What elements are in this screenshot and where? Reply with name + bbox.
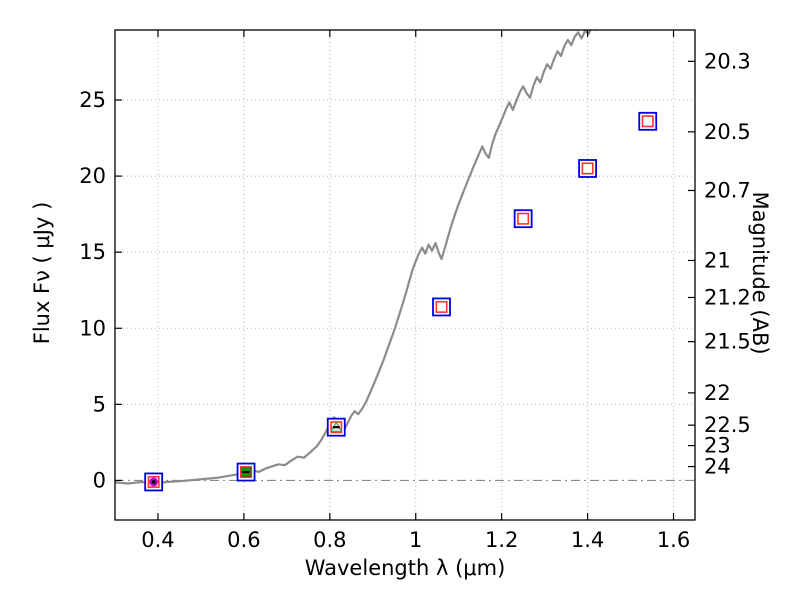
photometry-marker (432, 297, 451, 317)
svg-text:1.2: 1.2 (485, 528, 518, 552)
svg-text:21.2: 21.2 (704, 285, 751, 309)
svg-text:21.5: 21.5 (704, 330, 751, 354)
model-spectrum-line (115, 30, 598, 485)
svg-text:1.4: 1.4 (571, 528, 604, 552)
svg-text:15: 15 (79, 240, 106, 264)
svg-text:22.5: 22.5 (704, 413, 751, 437)
y-axis-label-left: Flux Fν ( μJy ) (30, 201, 54, 345)
photometry-marker (326, 417, 346, 437)
svg-text:20.3: 20.3 (704, 49, 751, 73)
svg-text:20.5: 20.5 (704, 120, 751, 144)
svg-text:21: 21 (704, 248, 731, 272)
svg-text:20: 20 (79, 164, 106, 188)
svg-text:20.7: 20.7 (704, 178, 751, 202)
svg-text:22: 22 (704, 381, 731, 405)
y-axis-label-right: Magnitude (AB) (748, 191, 772, 355)
svg-text:5: 5 (93, 392, 106, 416)
svg-text:0: 0 (93, 468, 106, 492)
svg-text:0.6: 0.6 (227, 528, 260, 552)
svg-text:25: 25 (79, 88, 106, 112)
svg-text:1: 1 (409, 528, 422, 552)
photometry-marker (144, 472, 164, 492)
svg-text:10: 10 (79, 316, 106, 340)
svg-text:23: 23 (704, 434, 731, 458)
x-axis-label: Wavelength λ (μm) (304, 556, 506, 580)
svg-text:24: 24 (704, 455, 731, 479)
photometry-marker (513, 209, 533, 229)
svg-text:0.4: 0.4 (141, 528, 174, 552)
svg-text:1.6: 1.6 (657, 528, 690, 552)
photometry-marker (236, 462, 256, 482)
svg-text:0.8: 0.8 (313, 528, 346, 552)
photometry-marker (638, 111, 658, 131)
photometry-marker (578, 159, 597, 178)
